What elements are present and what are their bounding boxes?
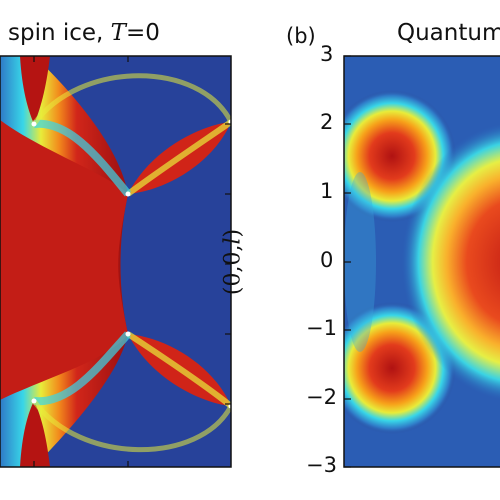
panel-b-label: (b) xyxy=(286,24,316,48)
y-axis-label: (0,0,l) xyxy=(221,229,246,295)
pinch-point-5 xyxy=(31,398,37,404)
heatmap-a-top-band xyxy=(20,56,50,124)
y-axis-label-suffix: ) xyxy=(220,228,246,238)
y-tick-label: −3 xyxy=(306,453,337,477)
heatmap-a xyxy=(0,56,231,467)
heatmap-b-side-glow xyxy=(344,172,376,352)
heatmap-a-ring-3 xyxy=(31,73,231,126)
heatmap-a-bottom-band xyxy=(20,401,50,467)
y-tick-label: 3 xyxy=(320,42,334,66)
heatmap-a-ring-4 xyxy=(31,399,231,453)
y-axis-label-prefix: (0,0, xyxy=(220,244,246,296)
blob-center xyxy=(402,124,500,400)
panel-b-title: Quantum xyxy=(397,20,500,46)
y-axis-label-variable: l xyxy=(220,237,246,245)
heatmap-a-blade-upper-edge xyxy=(126,119,231,197)
pinch-point-2 xyxy=(125,191,131,197)
heatmap-b xyxy=(344,56,500,467)
pinch-point-4 xyxy=(125,331,131,337)
panel-a-title-equals: =0 xyxy=(126,20,160,46)
pinch-point-1 xyxy=(31,121,37,127)
panel-a-frame xyxy=(0,55,232,468)
y-tick-label: 0 xyxy=(320,248,334,272)
heatmap-a-ring-1 xyxy=(33,119,132,197)
panel-b-ticks xyxy=(344,55,351,468)
y-tick-label: 2 xyxy=(320,110,334,134)
panel-a-title-variable: T xyxy=(110,20,127,46)
y-tick-label: 1 xyxy=(320,179,334,203)
heatmap-a-central-core xyxy=(0,120,128,400)
panel-a-title: spin ice, T=0 xyxy=(8,20,160,46)
heatmap-a-ring-2 xyxy=(33,331,131,406)
heatmap-a-blade-lower-edge xyxy=(126,331,231,409)
y-tick-label: −2 xyxy=(306,385,337,409)
panel-a-ticks xyxy=(33,56,231,467)
panel-a-title-text: spin ice, xyxy=(8,20,111,46)
y-tick-label: −1 xyxy=(306,316,337,340)
